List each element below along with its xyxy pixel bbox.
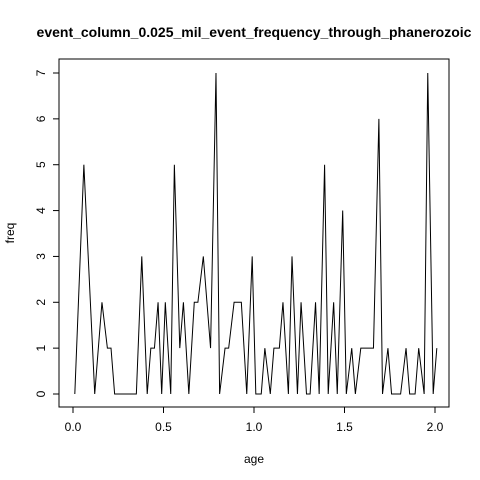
y-tick-label: 6 [34,115,48,122]
x-tick-label: 0.0 [65,420,82,434]
y-axis: 0 1 2 3 4 5 6 7 [34,69,60,397]
y-tick-label: 0 [34,390,48,397]
y-tick-label: 3 [34,253,48,260]
y-tick-label: 5 [34,161,48,168]
y-tick-label: 4 [34,207,48,214]
y-tick-label: 2 [34,299,48,306]
y-axis-label: freq [3,223,17,244]
series-line [74,72,438,395]
x-tick-label: 2.0 [427,420,444,434]
x-tick-label: 1.0 [246,420,263,434]
plot-area [58,58,450,408]
y-tick-label: 7 [34,69,48,76]
y-tick-label: 1 [34,344,48,351]
x-tick-label: 1.5 [336,420,353,434]
x-axis: 0.0 0.5 1.0 1.5 2.0 [65,406,444,434]
chart-title: event_column_0.025_mil_event_frequency_t… [37,24,472,40]
x-axis-label: age [244,452,264,466]
x-tick-label: 0.5 [155,420,172,434]
